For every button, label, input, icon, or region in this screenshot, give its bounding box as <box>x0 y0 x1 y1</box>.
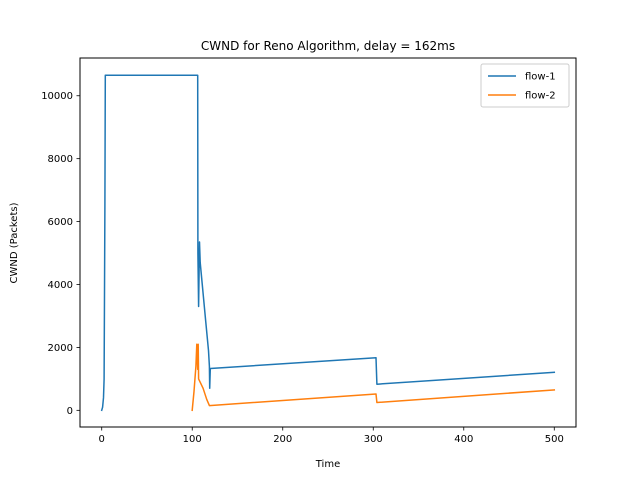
legend-box <box>480 63 570 108</box>
legend-label-flow-1: flow-1 <box>525 72 556 83</box>
y-tick-label: 4000 <box>48 280 73 291</box>
x-tick-label: 300 <box>364 434 383 445</box>
x-axis-label: Time <box>315 459 340 470</box>
series-line-flow-1 <box>100 74 556 412</box>
legend-label-flow-2: flow-2 <box>525 91 556 102</box>
x-tick-label: 0 <box>99 434 105 445</box>
y-tick-label: 10000 <box>41 91 73 102</box>
y-axis-ticks: 0 2000 4000 6000 8000 10000 <box>41 91 80 417</box>
legend: flow-1 flow-2 <box>480 63 570 108</box>
x-axis-ticks: 0 100 200 300 400 500 <box>99 427 564 445</box>
series-line-flow-2 <box>191 343 556 412</box>
y-axis-label: CWND (Packets) <box>9 202 20 283</box>
x-tick-label: 200 <box>273 434 292 445</box>
x-tick-label: 100 <box>183 434 202 445</box>
y-tick-label: 2000 <box>48 343 73 354</box>
y-tick-label: 6000 <box>48 217 73 228</box>
chart-title: CWND for Reno Algorithm, delay = 162ms <box>201 39 455 53</box>
x-tick-label: 400 <box>454 434 473 445</box>
axes-frame <box>79 57 577 428</box>
plot-lines <box>100 74 556 412</box>
y-tick-label: 8000 <box>48 154 73 165</box>
y-tick-label: 0 <box>67 406 73 417</box>
x-tick-label: 500 <box>545 434 564 445</box>
